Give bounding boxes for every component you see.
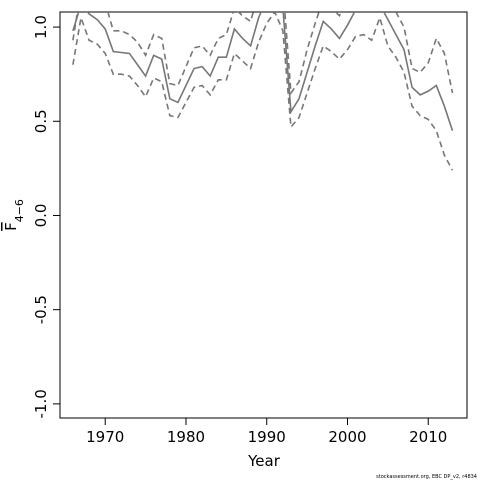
y-axis-label: F4−6	[2, 199, 26, 231]
plot-area	[72, 12, 454, 171]
plot-frame	[59, 11, 468, 419]
y-tick-label: -0.5	[32, 295, 50, 324]
y-tick-label: 0.5	[32, 109, 50, 133]
y-tick-label: 1.0	[32, 15, 50, 39]
x-tick-label: 2000	[328, 428, 366, 446]
x-tick-label: 1990	[248, 428, 286, 446]
y-tick-label: -1.0	[32, 389, 50, 418]
y-axis-label-main: F	[2, 222, 20, 231]
y-axis-label-sub: 4−6	[13, 199, 26, 222]
x-axis-label: Year	[247, 452, 281, 470]
bound-line	[72, 12, 454, 171]
footnote: stockassessment.org, EBC DP_v2, r4834	[376, 474, 477, 480]
x-tick-label: 1980	[167, 428, 205, 446]
estimate-line	[72, 12, 454, 131]
x-tick-label: 2010	[409, 428, 447, 446]
y-tick-label: 0.0	[32, 204, 50, 228]
x-tick-label: 1970	[86, 428, 124, 446]
bound-line	[72, 12, 454, 96]
